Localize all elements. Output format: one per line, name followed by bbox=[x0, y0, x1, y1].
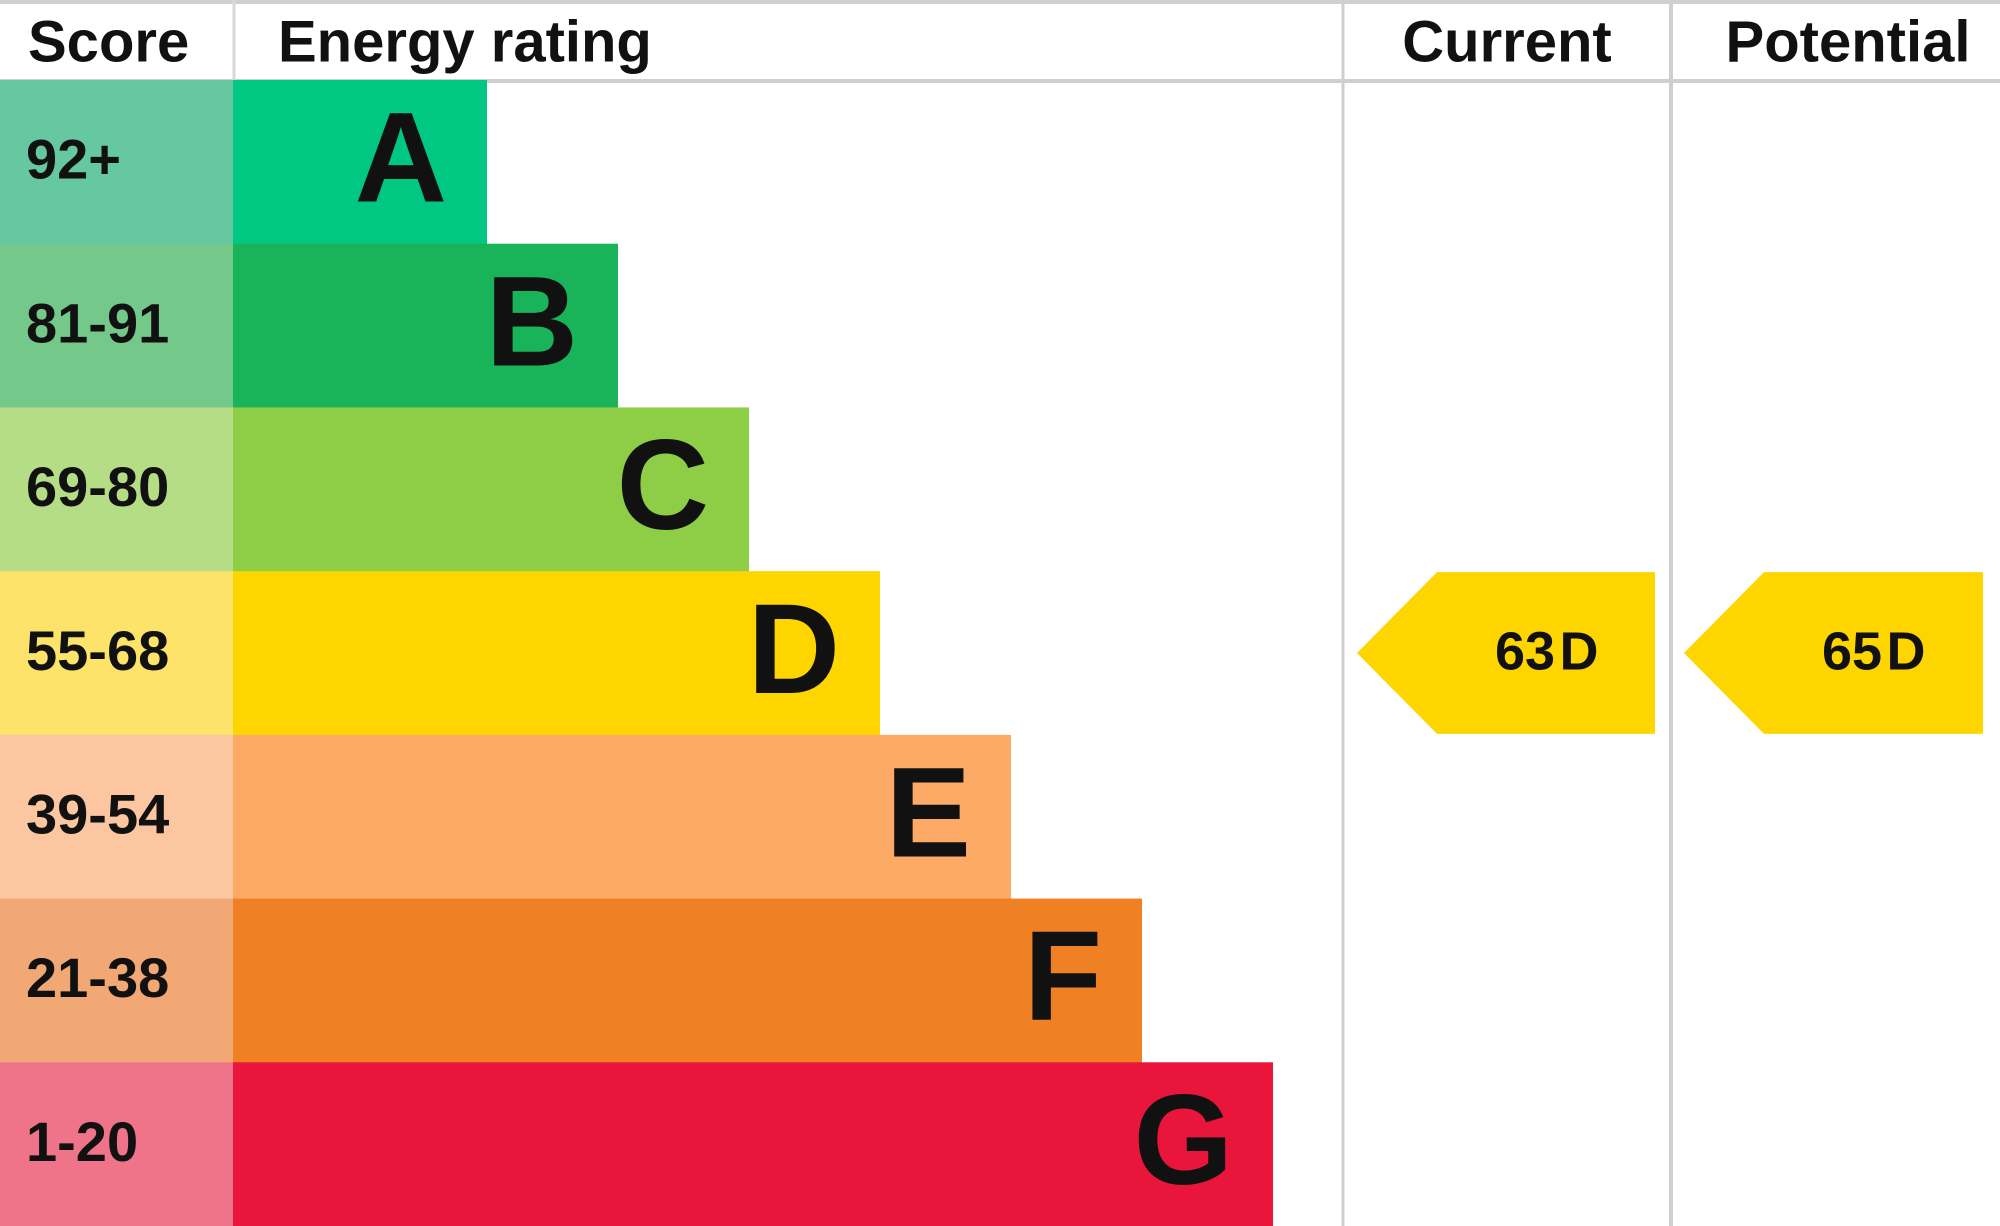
rating-bar bbox=[233, 80, 487, 245]
current-arrow bbox=[1357, 572, 1655, 734]
score-cell bbox=[0, 571, 233, 736]
score-label: 39-54 bbox=[26, 783, 169, 846]
rating-letter: B bbox=[486, 250, 578, 393]
score-cell bbox=[0, 243, 233, 408]
rating-letter: A bbox=[355, 87, 447, 230]
rating-letter: C bbox=[617, 414, 709, 557]
score-cell bbox=[0, 898, 233, 1063]
top-border bbox=[0, 0, 2000, 4]
rating-bar bbox=[233, 243, 618, 408]
header-potential: Potential bbox=[1726, 9, 1971, 74]
rating-letter: F bbox=[1024, 905, 1102, 1048]
rating-bar bbox=[233, 571, 880, 736]
score-cell bbox=[0, 407, 233, 572]
rating-bar bbox=[233, 734, 1011, 900]
rating-letter: D bbox=[748, 578, 840, 721]
header-rating: Energy rating bbox=[278, 9, 652, 74]
score-label: 69-80 bbox=[26, 455, 169, 518]
score-label: 92+ bbox=[26, 128, 121, 191]
header-score: Score bbox=[28, 9, 189, 74]
potential-rating: D bbox=[1887, 621, 1926, 681]
score-cell bbox=[0, 80, 233, 245]
rating-bar bbox=[233, 1062, 1273, 1226]
rating-bar bbox=[233, 407, 749, 572]
current-rating: D bbox=[1560, 621, 1599, 681]
score-cell bbox=[0, 1062, 233, 1226]
score-label: 55-68 bbox=[26, 619, 169, 682]
rating-letter: G bbox=[1133, 1069, 1233, 1212]
potential-arrow bbox=[1684, 572, 1983, 734]
score-label: 1-20 bbox=[26, 1110, 138, 1173]
score-label: 81-91 bbox=[26, 291, 169, 354]
current-value: 63 bbox=[1495, 621, 1555, 681]
potential-value: 65 bbox=[1822, 621, 1882, 681]
header-current: Current bbox=[1402, 9, 1611, 74]
score-label: 21-38 bbox=[26, 946, 169, 1009]
rating-letter: E bbox=[886, 742, 971, 885]
score-cell bbox=[0, 734, 233, 900]
rating-bar bbox=[233, 898, 1142, 1063]
